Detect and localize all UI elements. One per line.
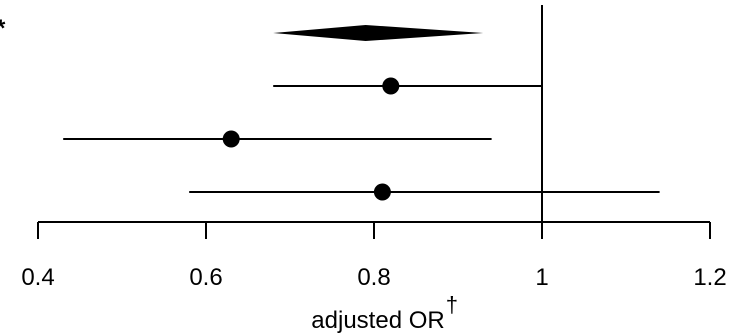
x-tick-label-3: 0.8 — [357, 264, 390, 291]
x-tick-label-4: 1 — [535, 264, 548, 291]
plot-area: 0.4 0.6 0.8 1 1.2 — [21, 5, 727, 291]
point-estimate-2 — [222, 130, 240, 148]
x-tick-label-2: 0.6 — [189, 264, 222, 291]
point-estimate-1 — [382, 77, 400, 95]
summary-asterisk: * — [0, 15, 6, 42]
point-estimate-3 — [373, 183, 391, 201]
x-tick-label-5: 1.2 — [693, 264, 726, 291]
x-axis-title-superscript: † — [446, 292, 458, 317]
summary-diamond — [273, 25, 484, 41]
x-tick-label-1: 0.4 — [21, 264, 54, 291]
x-axis-title: adjusted OR — [311, 307, 444, 334]
